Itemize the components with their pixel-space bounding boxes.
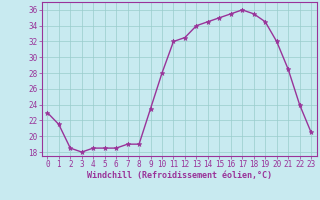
X-axis label: Windchill (Refroidissement éolien,°C): Windchill (Refroidissement éolien,°C) [87,171,272,180]
